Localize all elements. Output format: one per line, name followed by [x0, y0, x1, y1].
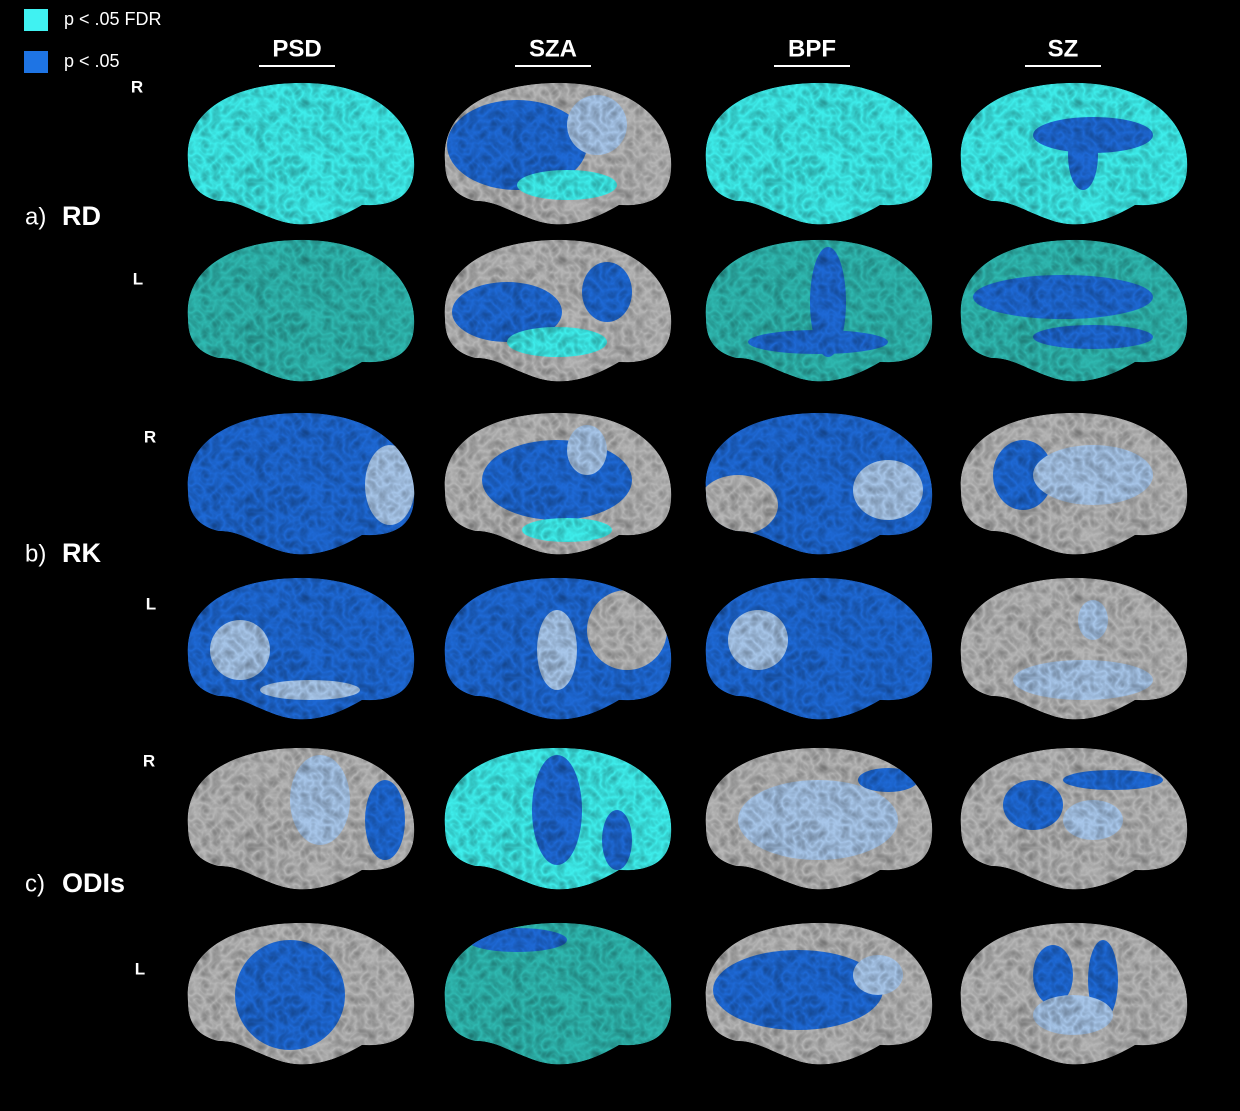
row-name: RK — [62, 538, 101, 568]
brain-surface — [705, 922, 933, 1065]
brain — [187, 922, 415, 1065]
row-letter: c) — [25, 870, 45, 897]
brain-texture — [444, 412, 672, 555]
brain-surface — [960, 82, 1188, 225]
brain — [960, 82, 1188, 225]
brain-surface — [444, 82, 672, 225]
brain — [187, 577, 415, 720]
brain-surface — [705, 82, 933, 225]
brain-texture — [444, 747, 672, 890]
brain — [187, 82, 415, 225]
brain — [444, 82, 672, 225]
brain-surface — [705, 412, 933, 555]
brain-surface — [444, 412, 672, 555]
brain-texture — [960, 82, 1188, 225]
brain — [187, 747, 415, 890]
brain — [960, 577, 1188, 720]
brain — [960, 922, 1188, 1065]
legend-swatch — [24, 51, 48, 73]
column-header: SZ — [1048, 35, 1079, 62]
brain — [705, 922, 933, 1065]
brain-texture — [705, 412, 933, 555]
row-letter: a) — [25, 203, 46, 230]
brain — [960, 239, 1188, 382]
brain — [705, 239, 933, 382]
brain-texture — [444, 82, 672, 225]
brain-surface — [960, 239, 1188, 382]
brain-texture — [444, 239, 672, 382]
brain-texture — [187, 412, 415, 555]
brain-surface — [444, 577, 672, 720]
brain-surface — [187, 239, 415, 382]
brain-texture — [705, 82, 933, 225]
brain-texture — [960, 412, 1188, 555]
legend-label: p < .05 — [64, 51, 120, 71]
brain-grid — [187, 82, 1188, 1065]
brain-surface — [187, 577, 415, 720]
hemisphere-label: L — [146, 594, 156, 613]
brain-texture — [960, 922, 1188, 1065]
brain — [444, 577, 672, 720]
brain-surface — [960, 747, 1188, 890]
brain-surface — [187, 922, 415, 1065]
brain-surface — [960, 412, 1188, 555]
hemisphere-label: R — [131, 77, 143, 96]
brain — [705, 412, 933, 555]
brain-surface — [187, 747, 415, 890]
brain-texture — [187, 747, 415, 890]
brain-texture — [960, 239, 1188, 382]
hemisphere-label: R — [143, 751, 155, 770]
row-name: ODIs — [62, 868, 125, 898]
brain-texture — [705, 922, 933, 1065]
brain — [187, 239, 415, 382]
brain-texture — [187, 82, 415, 225]
brain — [705, 82, 933, 225]
brain-surface — [705, 577, 933, 720]
row-letter: b) — [25, 540, 46, 567]
brain — [444, 747, 672, 890]
brain — [705, 577, 933, 720]
brain — [444, 922, 672, 1065]
brain-texture — [960, 747, 1188, 890]
brain-surface — [705, 239, 933, 382]
brain-surface — [960, 922, 1188, 1065]
brain — [960, 747, 1188, 890]
brain-surface — [444, 239, 672, 382]
brain-surface — [444, 922, 672, 1065]
brain — [444, 412, 672, 555]
brain-surface — [444, 747, 672, 890]
hemisphere-label: R — [144, 427, 156, 446]
brain-surface — [960, 577, 1188, 720]
legend-label: p < .05 FDR — [64, 9, 162, 29]
brain-texture — [705, 747, 933, 890]
column-header: BPF — [788, 35, 836, 62]
brain — [705, 747, 933, 890]
hemisphere-label: L — [133, 269, 143, 288]
row-name: RD — [62, 201, 101, 231]
brain-texture — [187, 577, 415, 720]
brain — [960, 412, 1188, 555]
brain-surface — [187, 82, 415, 225]
column-header: SZA — [529, 35, 577, 62]
brain-surface — [187, 412, 415, 555]
brain-texture — [444, 577, 672, 720]
brain — [444, 239, 672, 382]
brain-texture — [960, 577, 1188, 720]
brain-texture — [187, 922, 415, 1065]
brain-texture — [705, 239, 933, 382]
brain — [187, 412, 415, 555]
brain-texture — [705, 577, 933, 720]
column-header: PSD — [272, 35, 321, 62]
legend-swatch — [24, 9, 48, 31]
brain-surface — [705, 747, 933, 890]
brain-texture — [444, 922, 672, 1065]
brain-texture — [187, 239, 415, 382]
hemisphere-label: L — [135, 959, 145, 978]
